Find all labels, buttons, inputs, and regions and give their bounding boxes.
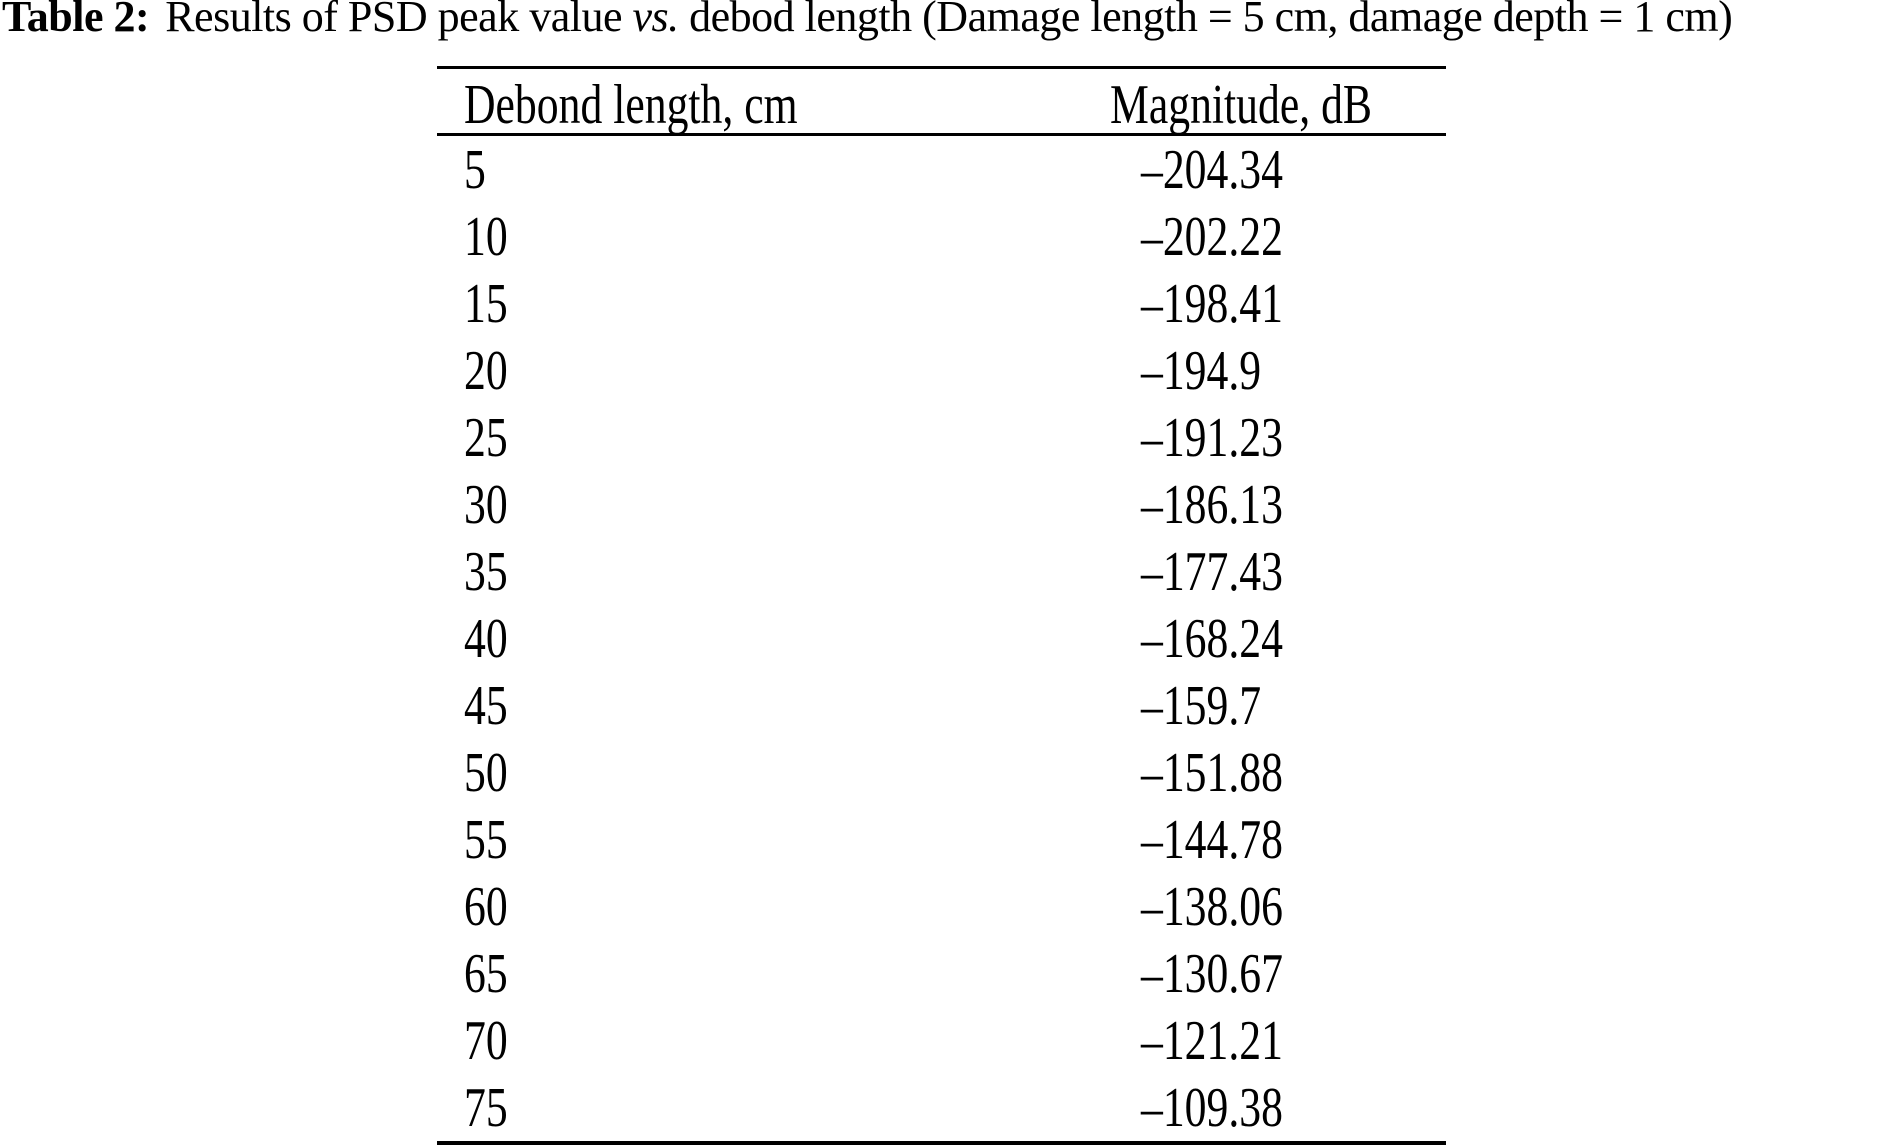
psd-results-table: Debond length, cm Magnitude, dB 5 –204.34… xyxy=(437,66,1446,1145)
debond-length-value: 70 xyxy=(464,1009,508,1072)
magnitude-cell: –198.41 xyxy=(1141,276,1446,332)
debond-length-cell: 60 xyxy=(437,879,1141,935)
debond-length-value: 25 xyxy=(464,406,508,469)
debond-length-cell: 15 xyxy=(437,276,1141,332)
table-caption-label: Table 2: xyxy=(2,0,150,41)
magnitude-value: –138.06 xyxy=(1141,875,1283,938)
magnitude-value: –194.9 xyxy=(1141,339,1262,402)
table-row: 25 –191.23 xyxy=(437,404,1446,471)
header-debond-length: Debond length, cm xyxy=(437,77,1110,133)
magnitude-value: –177.43 xyxy=(1141,540,1283,603)
table-row: 40 –168.24 xyxy=(437,605,1446,672)
table-caption-vs: vs. xyxy=(632,0,679,41)
table-caption: Table 2: Results of PSD peak value vs. de… xyxy=(2,0,1879,39)
magnitude-cell: –177.43 xyxy=(1141,544,1446,600)
table-row: 50 –151.88 xyxy=(437,739,1446,806)
table-row: 5 –204.34 xyxy=(437,136,1446,203)
table-row: 20 –194.9 xyxy=(437,337,1446,404)
header-magnitude: Magnitude, dB xyxy=(1110,77,1446,133)
debond-length-cell: 45 xyxy=(437,678,1141,734)
table-row: 45 –159.7 xyxy=(437,672,1446,739)
debond-length-cell: 55 xyxy=(437,812,1141,868)
magnitude-value: –159.7 xyxy=(1141,674,1262,737)
table-row: 30 –186.13 xyxy=(437,471,1446,538)
table-body: 5 –204.34 10 –202.22 15 –198.41 20 –194.9 25 –191… xyxy=(437,136,1446,1141)
debond-length-value: 30 xyxy=(464,473,508,536)
table-header-row: Debond length, cm Magnitude, dB xyxy=(437,69,1446,136)
magnitude-value: –151.88 xyxy=(1141,741,1283,804)
debond-length-value: 15 xyxy=(464,272,508,335)
debond-length-value: 75 xyxy=(464,1076,508,1139)
debond-length-value: 45 xyxy=(464,674,508,737)
magnitude-value: –202.22 xyxy=(1141,205,1283,268)
header-debond-length-label: Debond length, cm xyxy=(464,74,798,136)
debond-length-cell: 25 xyxy=(437,410,1141,466)
magnitude-cell: –151.88 xyxy=(1141,745,1446,801)
debond-length-value: 35 xyxy=(464,540,508,603)
magnitude-cell: –130.67 xyxy=(1141,946,1446,1002)
debond-length-cell: 35 xyxy=(437,544,1141,600)
debond-length-value: 5 xyxy=(464,138,486,201)
magnitude-cell: –121.21 xyxy=(1141,1013,1446,1069)
debond-length-value: 55 xyxy=(464,808,508,871)
magnitude-cell: –168.24 xyxy=(1141,611,1446,667)
debond-length-value: 10 xyxy=(464,205,508,268)
debond-length-cell: 70 xyxy=(437,1013,1141,1069)
magnitude-cell: –191.23 xyxy=(1141,410,1446,466)
magnitude-cell: –186.13 xyxy=(1141,477,1446,533)
debond-length-value: 50 xyxy=(464,741,508,804)
debond-length-cell: 65 xyxy=(437,946,1141,1002)
magnitude-cell: –159.7 xyxy=(1141,678,1446,734)
magnitude-value: –198.41 xyxy=(1141,272,1283,335)
debond-length-value: 60 xyxy=(464,875,508,938)
debond-length-cell: 5 xyxy=(437,142,1141,198)
table-row: 10 –202.22 xyxy=(437,203,1446,270)
table-row: 65 –130.67 xyxy=(437,940,1446,1007)
table-row: 15 –198.41 xyxy=(437,270,1446,337)
magnitude-value: –186.13 xyxy=(1141,473,1283,536)
magnitude-value: –168.24 xyxy=(1141,607,1283,670)
debond-length-cell: 30 xyxy=(437,477,1141,533)
debond-length-cell: 20 xyxy=(437,343,1141,399)
magnitude-value: –121.21 xyxy=(1141,1009,1283,1072)
table-row: 60 –138.06 xyxy=(437,873,1446,940)
table-caption-text-tail: debod length (Damage length = 5 cm, dama… xyxy=(689,0,1733,41)
table-row: 75 –109.38 xyxy=(437,1074,1446,1141)
table-row: 35 –177.43 xyxy=(437,538,1446,605)
debond-length-cell: 75 xyxy=(437,1080,1141,1136)
magnitude-cell: –144.78 xyxy=(1141,812,1446,868)
debond-length-value: 65 xyxy=(464,942,508,1005)
magnitude-value: –109.38 xyxy=(1141,1076,1283,1139)
magnitude-cell: –194.9 xyxy=(1141,343,1446,399)
magnitude-cell: –204.34 xyxy=(1141,142,1446,198)
magnitude-value: –144.78 xyxy=(1141,808,1283,871)
magnitude-cell: –138.06 xyxy=(1141,879,1446,935)
magnitude-value: –191.23 xyxy=(1141,406,1283,469)
magnitude-cell: –109.38 xyxy=(1141,1080,1446,1136)
debond-length-cell: 50 xyxy=(437,745,1141,801)
debond-length-value: 40 xyxy=(464,607,508,670)
magnitude-value: –130.67 xyxy=(1141,942,1283,1005)
header-magnitude-label: Magnitude, dB xyxy=(1110,74,1373,136)
table-row: 55 –144.78 xyxy=(437,806,1446,873)
table-caption-text: Results of PSD peak value xyxy=(165,0,622,41)
debond-length-cell: 40 xyxy=(437,611,1141,667)
table-row: 70 –121.21 xyxy=(437,1007,1446,1074)
debond-length-cell: 10 xyxy=(437,209,1141,265)
magnitude-cell: –202.22 xyxy=(1141,209,1446,265)
magnitude-value: –204.34 xyxy=(1141,138,1283,201)
debond-length-value: 20 xyxy=(464,339,508,402)
